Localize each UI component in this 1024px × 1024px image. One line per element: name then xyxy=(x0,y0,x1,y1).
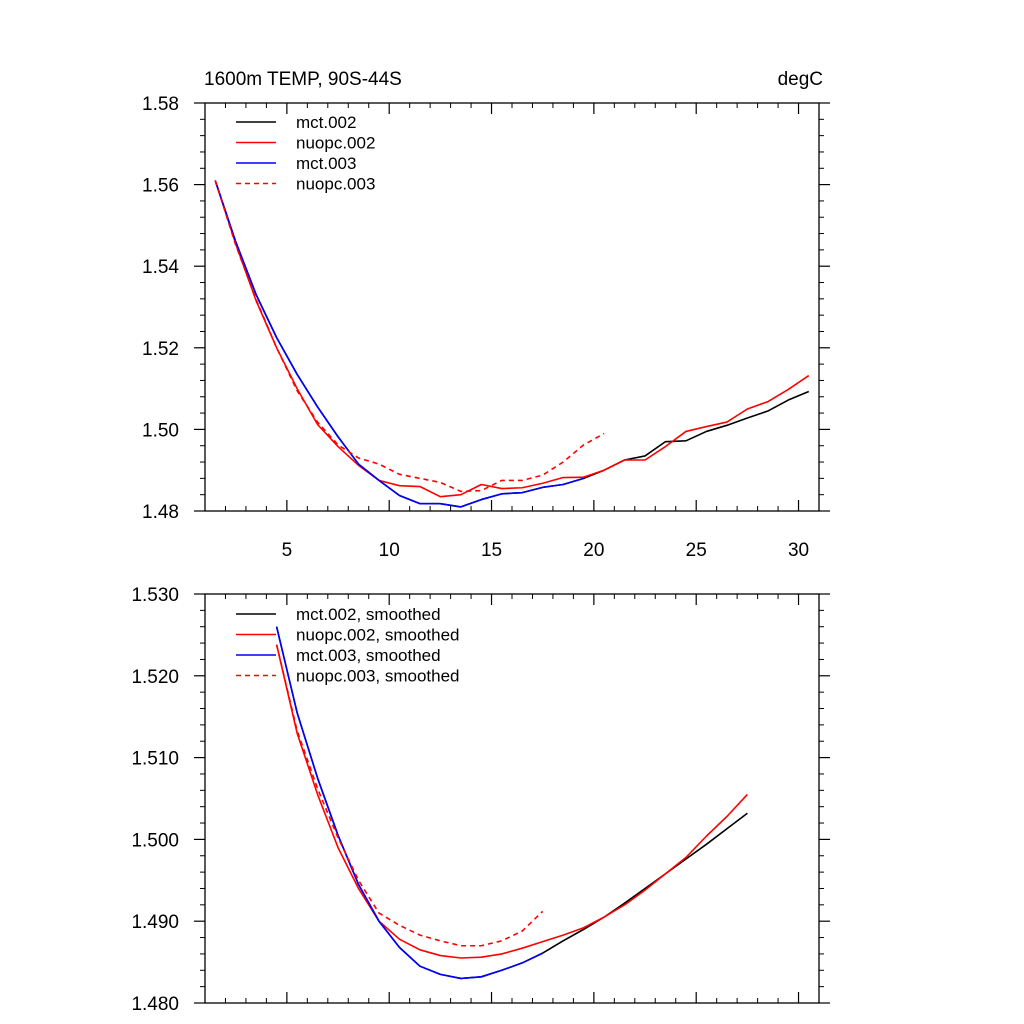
y-tick-label: 1.52 xyxy=(142,339,179,360)
legend-label: nuopc.003 xyxy=(296,175,375,194)
legend-label: mct.002, smoothed xyxy=(296,605,441,624)
y-tick-label: 1.54 xyxy=(142,257,179,278)
y-tick-label: 1.50 xyxy=(142,420,179,441)
series-line xyxy=(214,180,810,498)
x-tick-label: 5 xyxy=(282,540,293,561)
x-tick-label: 15 xyxy=(481,540,502,561)
y-tick-label: 1.56 xyxy=(142,176,179,197)
x-tick-label: 30 xyxy=(788,540,809,561)
series-line xyxy=(214,180,584,508)
y-tick-label: 1.530 xyxy=(131,585,179,606)
legend-label: nuopc.003, smoothed xyxy=(296,667,460,686)
legend-bottom: mct.002, smoothed nuopc.002, smoothedmct.… xyxy=(236,605,460,686)
series-line xyxy=(214,180,605,493)
series-line xyxy=(275,644,748,959)
series-line xyxy=(275,626,544,980)
series-line xyxy=(275,644,544,947)
x-tick-label: 25 xyxy=(686,540,707,561)
legend-label: mct.002 xyxy=(296,113,356,132)
legend-label: mct.003 xyxy=(296,154,356,173)
y-tick-label: 1.500 xyxy=(131,830,179,851)
axis-ticks-top: 5 10 15 20 25 30 1.48 1.50 1.52 1.54 1.56 1.58 xyxy=(142,94,830,561)
chart-panel-top: 1600m TEMP, 90S-44S degC 5 10 15 20 25 30 1.48… xyxy=(142,69,830,561)
y-tick-label: 1.490 xyxy=(131,912,179,933)
legend-label: mct.003, smoothed xyxy=(296,646,441,665)
series-lines-bottom xyxy=(275,626,748,980)
series-lines-top xyxy=(214,180,810,508)
y-tick-label: 1.520 xyxy=(131,667,179,688)
x-tick-label: 10 xyxy=(379,540,400,561)
y-tick-label: 1.58 xyxy=(142,94,179,115)
y-tick-label: 1.48 xyxy=(142,502,179,523)
axis-ticks-bottom: 1.480 1.490 1.500 1.510 1.520 1.530 xyxy=(131,585,830,1015)
y-tick-label: 1.510 xyxy=(131,749,179,770)
x-tick-label: 20 xyxy=(583,540,604,561)
chart-title: 1600m TEMP, 90S-44S xyxy=(204,69,402,90)
chart-panel-bottom: 1.480 1.490 1.500 1.510 1.520 1.530 mct.002, … xyxy=(131,585,830,1015)
legend-label: nuopc.002 xyxy=(296,134,375,153)
legend-label: nuopc.002, smoothed xyxy=(296,626,460,645)
chart-units: degC xyxy=(778,69,823,90)
y-tick-label: 1.480 xyxy=(131,994,179,1015)
